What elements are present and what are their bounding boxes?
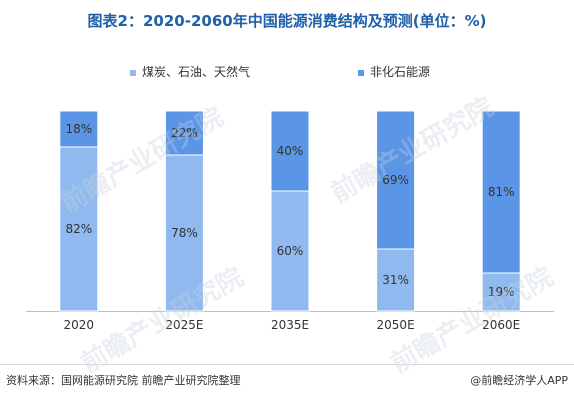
bar-segment — [481, 272, 521, 312]
bar-segment — [481, 110, 521, 274]
legend-swatch — [358, 70, 364, 76]
brand-label: @前瞻经济学人APP — [470, 374, 568, 387]
x-tick-label: 2020 — [64, 318, 95, 332]
x-tick-label: 2050E — [377, 318, 415, 332]
legend-swatch — [130, 70, 136, 76]
chart-title: 图表2：2020-2060年中国能源消费结构及预测(单位：%) — [87, 12, 487, 30]
data-label: 18% — [65, 122, 92, 136]
bar-segment — [59, 110, 99, 148]
bar-segment — [270, 110, 310, 192]
bar-segment — [270, 190, 310, 312]
data-label: 22% — [171, 126, 198, 140]
bar-segment — [59, 146, 99, 312]
bar-segment — [164, 110, 204, 156]
x-tick-label: 2035E — [271, 318, 309, 332]
data-label: 31% — [382, 273, 409, 287]
x-tick-label: 2060E — [482, 318, 520, 332]
bar-segment — [376, 248, 416, 312]
bar-segment — [376, 110, 416, 250]
data-label: 78% — [171, 226, 198, 240]
data-label: 81% — [488, 185, 515, 199]
data-label: 19% — [488, 285, 515, 299]
data-label: 69% — [382, 173, 409, 187]
footer: 资料来源：国网能源研究院 前瞻产业研究院整理 @前瞻经济学人APP — [6, 372, 568, 392]
legend-label: 煤炭、石油、天然气 — [142, 64, 250, 79]
data-label: 82% — [65, 222, 92, 236]
data-label: 60% — [277, 244, 304, 258]
x-tick-label: 2025E — [165, 318, 203, 332]
footer-divider — [0, 364, 574, 365]
bar-segment — [164, 154, 204, 312]
source-note: 资料来源：国网能源研究院 前瞻产业研究院整理 — [6, 374, 241, 387]
data-label: 40% — [277, 144, 304, 158]
legend-label: 非化石能源 — [370, 65, 430, 79]
